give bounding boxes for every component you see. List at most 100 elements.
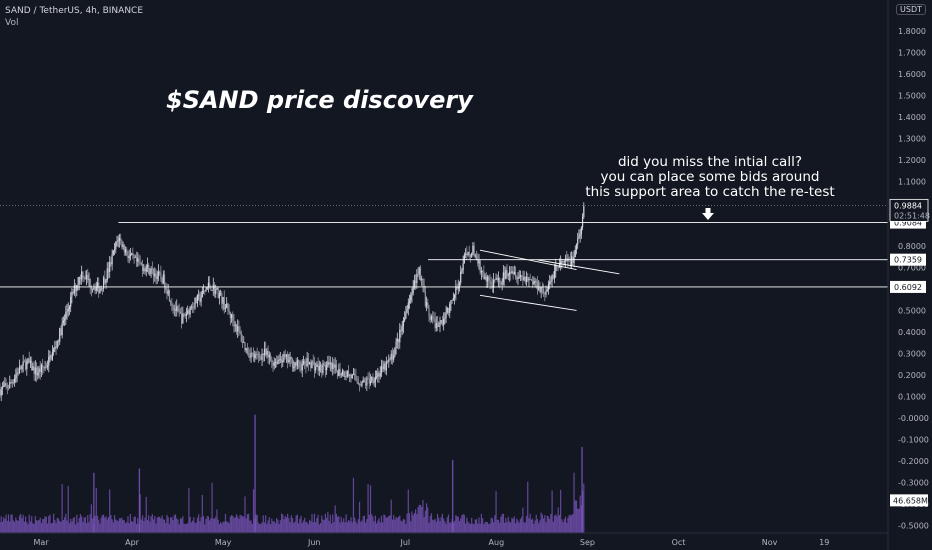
volume-bar: [107, 517, 110, 533]
candle-body: [211, 290, 213, 292]
volume-label-box: [890, 494, 928, 507]
volume-bar: [503, 522, 506, 533]
volume-bar: [490, 517, 492, 533]
volume-bar: [401, 521, 403, 533]
candle-body: [62, 320, 64, 324]
volume-bar: [60, 521, 62, 533]
candle-body: [556, 265, 558, 267]
volume-bar: [51, 522, 54, 533]
volume-bar: [419, 504, 422, 533]
candle-body: [111, 254, 113, 265]
candle-body: [494, 279, 496, 281]
volume-bar: [235, 514, 238, 533]
volume-bar: [48, 516, 50, 533]
volume-bar: [367, 484, 369, 533]
volume-bar: [42, 519, 44, 533]
volume-bar: [46, 523, 49, 533]
price-tick-label: 0.7000: [898, 263, 926, 272]
volume-bar: [478, 517, 480, 533]
volume-bar: [23, 521, 25, 533]
volume-bar: [305, 522, 307, 533]
volume-bar: [291, 518, 294, 533]
symbol-header[interactable]: SAND / TetherUS, 4h, BINANCE Vol: [5, 5, 143, 29]
volume-bar: [134, 516, 136, 533]
candle-body: [507, 274, 509, 276]
candle-body: [1, 386, 4, 390]
candle-body: [324, 364, 327, 371]
price-tick-label: 0.8000: [898, 242, 926, 251]
candle-body: [204, 290, 206, 292]
volume-bar: [210, 518, 212, 533]
candle-body: [327, 361, 329, 366]
volume-bar: [306, 522, 308, 533]
volume-bar: [368, 514, 370, 533]
volume-bar: [567, 517, 569, 533]
candle-body: [568, 258, 570, 260]
candle-body: [148, 265, 150, 275]
volume-bar: [217, 519, 219, 533]
price-axis[interactable]: 1.90001.80001.70001.60001.50001.40001.30…: [898, 5, 929, 530]
volume-bar: [396, 518, 398, 533]
candle-body: [40, 364, 43, 373]
volume-bar: [568, 514, 570, 533]
volume-bar: [457, 516, 459, 533]
candle-body: [3, 386, 5, 387]
volume-bar: [477, 523, 479, 533]
candle-body: [127, 255, 129, 259]
time-tick-label: May: [215, 538, 232, 547]
currency-label[interactable]: USDT: [896, 4, 926, 15]
volume-bar: [38, 519, 40, 533]
volume-bar: [573, 472, 575, 533]
channel-line: [537, 259, 620, 275]
candle-body: [518, 276, 520, 278]
volume-bar: [388, 515, 390, 533]
volume-bar: [474, 519, 476, 533]
candle-body: [400, 329, 402, 332]
candle-body: [406, 308, 408, 313]
candle-body: [156, 276, 158, 279]
candle-body: [304, 361, 306, 365]
volume-bar: [43, 518, 45, 533]
candle-body: [551, 275, 553, 282]
volume-bar: [349, 521, 351, 533]
candle-body: [563, 261, 565, 263]
volume-bar: [283, 519, 285, 533]
volume-bar: [525, 515, 528, 533]
volume-bar: [111, 519, 113, 533]
candle-body: [213, 284, 216, 295]
candle-body: [421, 278, 423, 280]
volume-bar: [274, 523, 277, 533]
candle-body: [99, 290, 101, 293]
volume-bar: [562, 522, 564, 533]
candle-body: [200, 297, 202, 302]
volume-bar: [227, 521, 229, 533]
volume-bar: [190, 522, 192, 533]
candle-body: [464, 253, 467, 255]
candle-body: [12, 382, 15, 383]
volume-bar: [334, 505, 336, 533]
candle-body: [376, 376, 378, 378]
candle-body: [178, 308, 180, 313]
volume-bar: [341, 521, 344, 533]
candle-body: [433, 317, 435, 320]
volume-bar: [496, 519, 498, 533]
level-label-box: [890, 280, 926, 293]
volume-bar: [564, 516, 567, 533]
volume-bar: [150, 516, 152, 533]
candle-body: [544, 293, 546, 295]
candle-body: [313, 362, 316, 371]
candle-body: [223, 297, 225, 309]
volume-bar: [440, 517, 442, 533]
candle-body: [473, 245, 475, 257]
candle-body: [496, 277, 498, 281]
volume-bar: [512, 518, 514, 533]
candle-body: [101, 288, 103, 289]
volume-bar: [122, 520, 124, 533]
candle-body: [485, 276, 487, 282]
candle-body: [210, 285, 212, 291]
candle-body: [525, 276, 528, 282]
volume-bar: [70, 518, 72, 533]
time-axis[interactable]: Mar Apr May Jun Jul Aug Sep Oct Nov 19: [33, 538, 829, 547]
candle-body: [249, 354, 251, 358]
